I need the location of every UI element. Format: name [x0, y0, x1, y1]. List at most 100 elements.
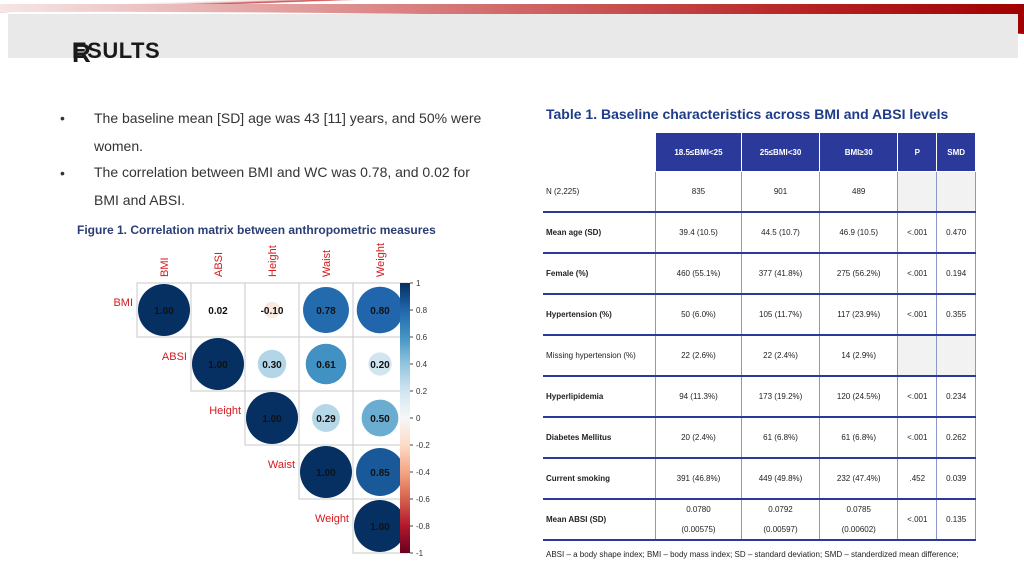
column-variable-label: BMI [159, 257, 171, 277]
table-cell: <.001 [897, 417, 938, 459]
table-cell: 0.355 [936, 294, 976, 336]
row-label: Missing hypertension (%) [543, 335, 656, 377]
table-cell: 901 [741, 171, 821, 213]
correlation-value: 0.20 [370, 360, 390, 371]
correlation-value: 0.61 [316, 360, 336, 371]
colorbar-tick-label: -0.2 [416, 441, 430, 450]
column-variable-label: Waist [321, 250, 333, 277]
table-cell: 44.5 (10.7) [741, 212, 821, 254]
table-header-row: 18.5≤BMI<25 25≤BMI<30 BMI≥30 P SMD [543, 132, 976, 172]
correlation-circle [361, 399, 399, 437]
colorbar-tick-label: 1 [416, 279, 421, 288]
table-cell: 22 (2.4%) [741, 335, 821, 377]
table-row: Hyperlipidemia 94 (11.3%) 173 (19.2%) 120 (… [543, 376, 976, 418]
correlation-value: 1.00 [154, 306, 174, 317]
table-row: Missing hypertension (%) 22 (2.6%) 22 (2.4… [543, 335, 976, 377]
row-variable-label: Weight [315, 513, 349, 525]
column-header: BMI≥30 [819, 132, 899, 172]
correlation-circle [246, 392, 298, 444]
bullet-marker: • [60, 110, 65, 126]
table-row: Mean age (SD) 39.4 (10.5) 44.5 (10.7) 46.9 … [543, 212, 976, 254]
colorbar-tick-label: -0.8 [416, 522, 430, 531]
table-cell: <.001 [897, 499, 938, 541]
table-cell: 117 (23.9%) [819, 294, 899, 336]
table-cell: 20 (2.4%) [655, 417, 742, 459]
table-cell: <.001 [897, 253, 938, 295]
row-label: Mean ABSI (SD) [543, 499, 656, 541]
table-row: Current smoking 391 (46.8%) 449 (49.8%) 232… [543, 458, 976, 500]
colorbar [400, 283, 410, 553]
correlation-value: 1.00 [262, 414, 282, 425]
table-cell: 0.0792 (0.00597) [741, 499, 821, 541]
table-cell: 489 [819, 171, 899, 213]
row-label: Hypertension (%) [543, 294, 656, 336]
correlation-value: 0.80 [370, 306, 390, 317]
table-cell [936, 171, 976, 213]
colorbar-tick-label: -0.4 [416, 468, 430, 477]
table-cell: 173 (19.2%) [741, 376, 821, 418]
correlation-circle [356, 286, 404, 334]
correlation-circle [356, 448, 404, 496]
row-label: Mean age (SD) [543, 212, 656, 254]
colorbar-tick-label: 0 [416, 414, 421, 423]
correlation-value: 0.29 [316, 414, 336, 425]
table-cell: 0.262 [936, 417, 976, 459]
correlation-value: 0.85 [370, 468, 390, 479]
correlation-circle [368, 352, 392, 376]
correlation-circle [303, 287, 349, 333]
correlation-circle [305, 343, 347, 385]
correlation-circle [300, 446, 352, 498]
colorbar-tick-label: 0.4 [416, 360, 428, 369]
correlation-circle [192, 338, 244, 390]
table-cell [936, 335, 976, 377]
table-cell: 61 (6.8%) [819, 417, 899, 459]
correlation-circle [354, 500, 406, 552]
table-cell: 105 (11.7%) [741, 294, 821, 336]
correlation-value: 0.78 [316, 306, 336, 317]
column-variable-label: Weight [375, 243, 387, 277]
correlation-value: 0.50 [370, 414, 390, 425]
row-variable-label: ABSI [162, 351, 187, 363]
table-cell: 46.9 (10.5) [819, 212, 899, 254]
table-row: Female (%) 460 (55.1%) 377 (41.8%) 275 (56.… [543, 253, 976, 295]
row-label: Current smoking [543, 458, 656, 500]
table-cell: 391 (46.8%) [655, 458, 742, 500]
correlation-circle [214, 306, 222, 314]
column-variable-label: Height [267, 245, 279, 277]
table-cell: 0.194 [936, 253, 976, 295]
table-cell [897, 171, 938, 213]
bullet-marker: • [60, 165, 65, 181]
table-cell: 0.039 [936, 458, 976, 500]
table-cell: <.001 [897, 294, 938, 336]
colorbar-tick-label: 0.8 [416, 306, 428, 315]
table-row: N (2,225) 835 901 489 [543, 171, 976, 213]
colorbar-tick-label: 0.6 [416, 333, 428, 342]
table-cell: 460 (55.1%) [655, 253, 742, 295]
table-footnote: ABSI – a body shape index; BMI – body ma… [546, 550, 959, 559]
row-label: N (2,225) [543, 171, 656, 213]
table-cell: 61 (6.8%) [741, 417, 821, 459]
colorbar-tick-label: 0.2 [416, 387, 428, 396]
row-variable-label: Height [209, 405, 241, 417]
correlation-circle [138, 284, 190, 336]
table-cell: 22 (2.6%) [655, 335, 742, 377]
column-header: SMD [936, 132, 976, 172]
correlation-svg: 1.00 0.02 -0.10 0.78 0.801.00 0.30 0.61 0.201.0… [113, 243, 430, 558]
correlation-value: 0.02 [208, 306, 228, 317]
table-cell: 835 [655, 171, 742, 213]
bullet-text-age: The baseline mean [SD] age was 43 [11] y… [94, 110, 482, 154]
table-cell: 120 (24.5%) [819, 376, 899, 418]
correlation-circle [311, 403, 341, 433]
table-body: N (2,225) 835 901 489 Mean age (SD) 39.4 (10.… [543, 171, 976, 570]
correlation-value: 1.00 [370, 522, 390, 533]
correlation-value: 1.00 [208, 360, 228, 371]
table-cell: 275 (56.2%) [819, 253, 899, 295]
table-header-corner [543, 132, 656, 172]
column-header: P [897, 132, 938, 172]
table-cell: 94 (11.3%) [655, 376, 742, 418]
row-variable-label: Waist [268, 459, 295, 471]
table-cell: <.001 [897, 376, 938, 418]
table-cell: 0.234 [936, 376, 976, 418]
correlation-value: -0.10 [261, 306, 284, 317]
matrix-cell [190, 282, 246, 338]
